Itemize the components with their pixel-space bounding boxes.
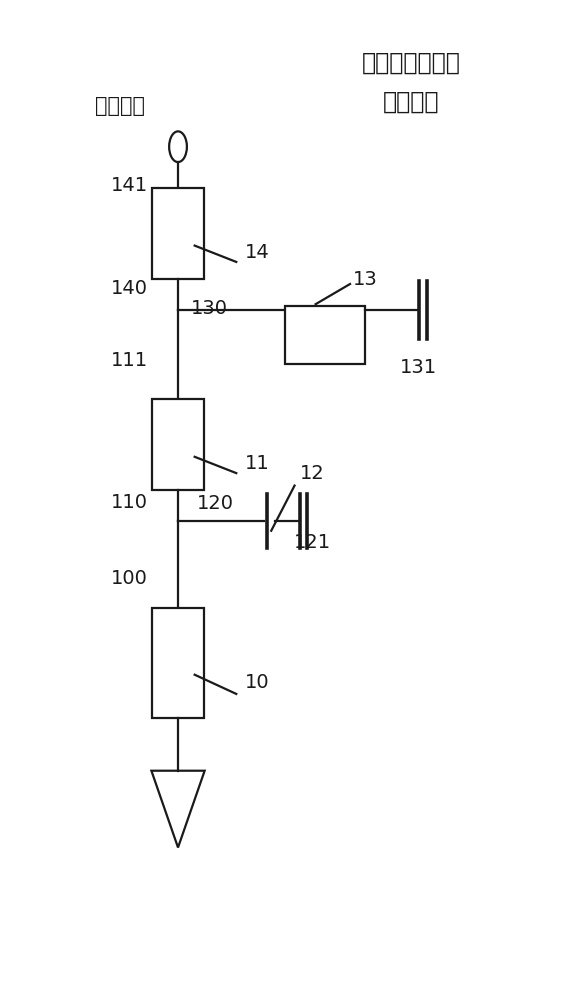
Text: 120: 120 xyxy=(197,494,234,513)
Text: 12: 12 xyxy=(300,464,325,483)
Text: 130: 130 xyxy=(191,298,228,318)
Bar xyxy=(151,399,205,490)
Text: 11: 11 xyxy=(244,454,269,473)
Text: 14: 14 xyxy=(244,243,269,262)
Text: 100: 100 xyxy=(110,569,147,588)
Bar xyxy=(151,608,205,718)
Text: 121: 121 xyxy=(294,533,331,552)
Bar xyxy=(285,306,365,364)
Text: 110: 110 xyxy=(110,493,147,512)
Text: 140: 140 xyxy=(110,279,147,298)
Text: 降低功放记忆效: 降低功放记忆效 xyxy=(362,51,461,75)
Text: 10: 10 xyxy=(244,673,269,692)
Bar xyxy=(151,188,205,279)
Text: 偏置电源: 偏置电源 xyxy=(95,96,144,116)
Text: 111: 111 xyxy=(110,351,147,370)
Text: 应的电路: 应的电路 xyxy=(383,90,439,114)
Text: 13: 13 xyxy=(353,270,377,289)
Text: 131: 131 xyxy=(400,358,437,377)
Text: 141: 141 xyxy=(110,176,147,195)
